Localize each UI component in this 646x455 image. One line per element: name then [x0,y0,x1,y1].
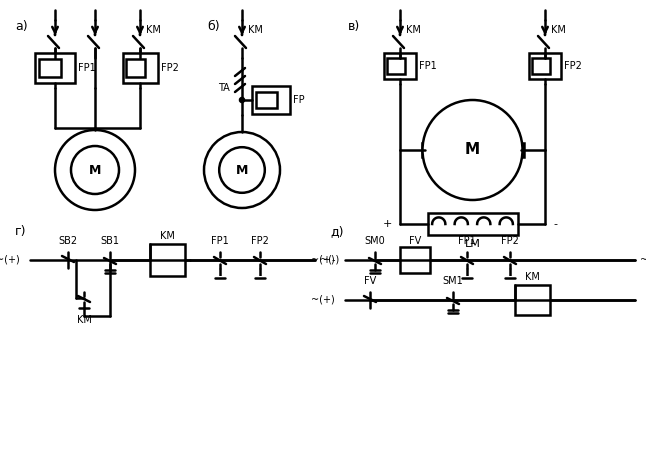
Text: TA: TA [218,83,230,93]
Text: FP: FP [293,95,305,105]
Text: SM0: SM0 [364,236,386,246]
Text: FP1: FP1 [419,61,437,71]
Circle shape [55,130,135,210]
Text: FV: FV [364,276,376,286]
Bar [400,247,430,273]
Text: а): а) [15,20,28,33]
Text: б): б) [207,20,220,33]
Text: ~(+): ~(+) [311,295,335,305]
Bar [529,53,561,79]
Text: SM1: SM1 [443,276,463,286]
Text: KM: KM [525,272,540,282]
Bar [516,143,523,157]
Bar [384,53,416,79]
Text: FP2: FP2 [160,63,178,73]
Text: ~(+): ~(+) [311,255,335,265]
Text: ~(+): ~(+) [0,255,20,265]
Bar [532,58,550,74]
Bar [126,59,145,77]
Bar [252,86,290,114]
Text: -: - [553,219,557,229]
Circle shape [240,98,244,102]
Text: FV: FV [409,236,421,246]
Text: в): в) [348,20,360,33]
Bar [515,285,550,315]
Text: KM: KM [551,25,566,35]
Text: KM: KM [146,25,161,35]
Bar [123,53,158,83]
Bar [39,59,61,77]
Text: M: M [89,163,101,177]
Text: KM: KM [77,315,92,325]
Text: FP2: FP2 [564,61,582,71]
Text: KM: KM [160,231,175,241]
Text: FP1: FP1 [78,63,96,73]
Text: FP2: FP2 [251,236,269,246]
Text: FP1: FP1 [211,236,229,246]
Circle shape [422,100,523,200]
Bar [35,53,75,83]
Text: г): г) [15,225,26,238]
Circle shape [204,132,280,208]
Text: SB2: SB2 [58,236,78,246]
Text: M: M [465,142,480,157]
Bar [150,244,185,276]
Bar [428,213,517,235]
Text: ~(-): ~(-) [320,255,339,265]
Text: LM: LM [464,239,481,249]
Text: M: M [236,163,248,177]
Text: SB1: SB1 [101,236,120,246]
Text: KM: KM [248,25,263,35]
Text: FP1: FP1 [458,236,476,246]
Circle shape [71,146,119,194]
Text: д): д) [330,225,344,238]
Text: ~(-): ~(-) [640,255,646,265]
Bar [421,143,430,157]
Circle shape [219,147,265,193]
Text: FP2: FP2 [501,236,519,246]
Text: +: + [382,219,392,229]
Bar [387,58,405,74]
Text: KM: KM [406,25,421,35]
Bar [256,91,276,108]
